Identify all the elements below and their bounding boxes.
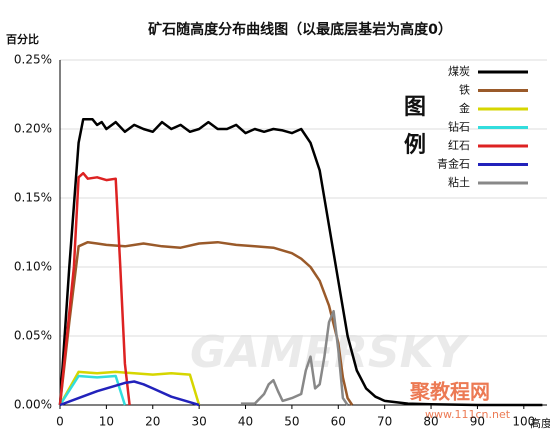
chart-title: 矿石随高度分布曲线图（以最底层基岩为高度0） <box>148 21 452 38</box>
x-tick-label: 90 <box>470 415 485 429</box>
series-line <box>58 240 354 406</box>
series-line <box>240 309 349 406</box>
legend-title: 图 <box>404 95 426 120</box>
x-tick-label: 10 <box>99 415 114 429</box>
series-line <box>59 380 200 407</box>
legend-label: 粘土 <box>448 175 470 189</box>
x-tick-label: 70 <box>377 415 392 429</box>
legend-label: 钻石 <box>448 120 470 134</box>
y-tick-label: 0.25% <box>14 53 52 67</box>
legend-label: 红石 <box>448 139 470 152</box>
legend-label: 铁 <box>459 84 470 97</box>
y-tick-label: 0.20% <box>14 122 52 136</box>
y-tick-label: 0.15% <box>14 191 52 205</box>
series-line <box>58 118 543 407</box>
watermark: www.111cn.net <box>425 408 511 421</box>
y-tick-label: 0.05% <box>14 329 52 343</box>
watermark: 聚教程网 <box>409 380 490 404</box>
watermark: GAMERSKY <box>190 327 470 378</box>
x-tick-label: 60 <box>331 415 346 429</box>
x-tick-label: 80 <box>423 415 438 429</box>
x-tick-label: 0 <box>56 415 64 429</box>
x-tick-label: 30 <box>192 415 207 429</box>
x-axis-label: 高度 <box>530 416 550 430</box>
legend-label: 煤炭 <box>448 65 470 78</box>
legend-title: 例 <box>404 133 426 158</box>
x-tick-label: 50 <box>284 415 299 429</box>
series-line <box>58 370 201 406</box>
plot: 0.00% 0.05% 0.10% 0.15% 0.20% 0.25% 0 10 20 30 40 5… <box>14 53 547 429</box>
x-tick-label: 20 <box>145 415 160 429</box>
y-tick-label: 0.00% <box>14 398 52 412</box>
x-tick-label: 40 <box>238 415 253 429</box>
legend-label: 金 <box>459 101 470 115</box>
series-line <box>58 171 131 406</box>
y-tick-label: 0.10% <box>14 260 52 274</box>
y-axis-label: 百分比 <box>6 32 39 46</box>
x-tick-label: 100 <box>512 415 535 429</box>
legend-label: 青金石 <box>437 157 470 171</box>
